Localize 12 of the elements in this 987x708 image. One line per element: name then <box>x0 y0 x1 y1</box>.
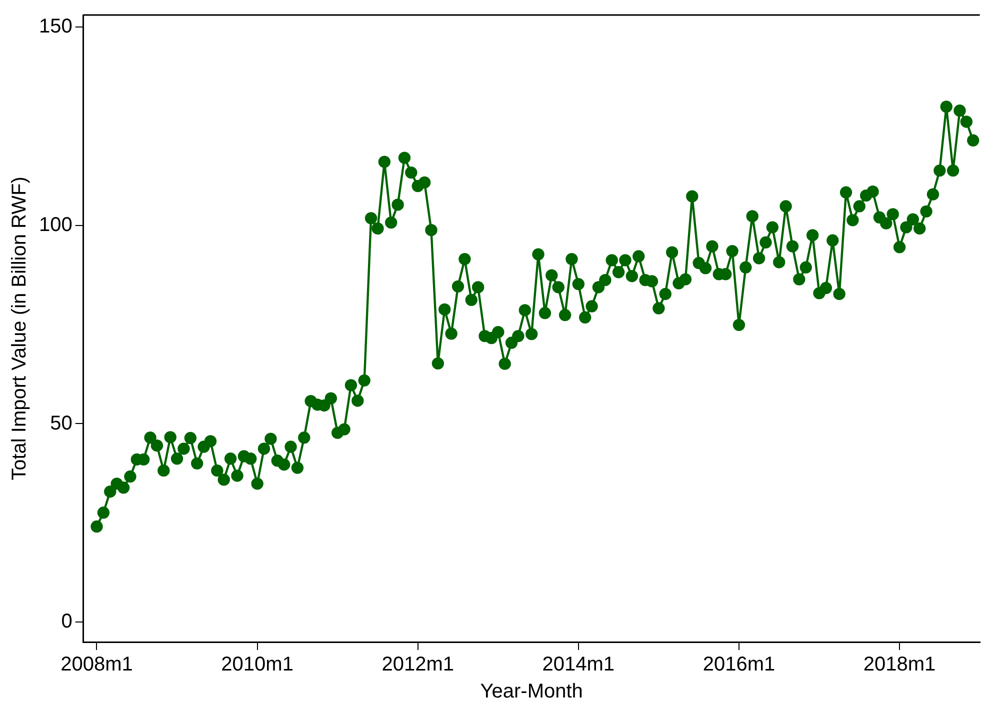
x-tick-label: 2010m1 <box>221 654 294 676</box>
y-tick-label: 100 <box>38 214 72 236</box>
y-tick-label: 50 <box>50 412 72 434</box>
x-tick-label: 2012m1 <box>382 654 454 676</box>
y-axis-title: Total Import Value (in Billion RWF) <box>8 176 31 480</box>
x-tick-label: 2008m1 <box>60 654 133 676</box>
x-axis-title: Year-Month <box>480 680 583 703</box>
y-tick-label: 150 <box>38 15 72 38</box>
x-tick-label: 2018m1 <box>863 654 936 676</box>
x-tick-label: 2016m1 <box>702 654 776 676</box>
y-tick-label: 0 <box>61 610 72 633</box>
x-tick-label: 2014m1 <box>542 654 615 676</box>
